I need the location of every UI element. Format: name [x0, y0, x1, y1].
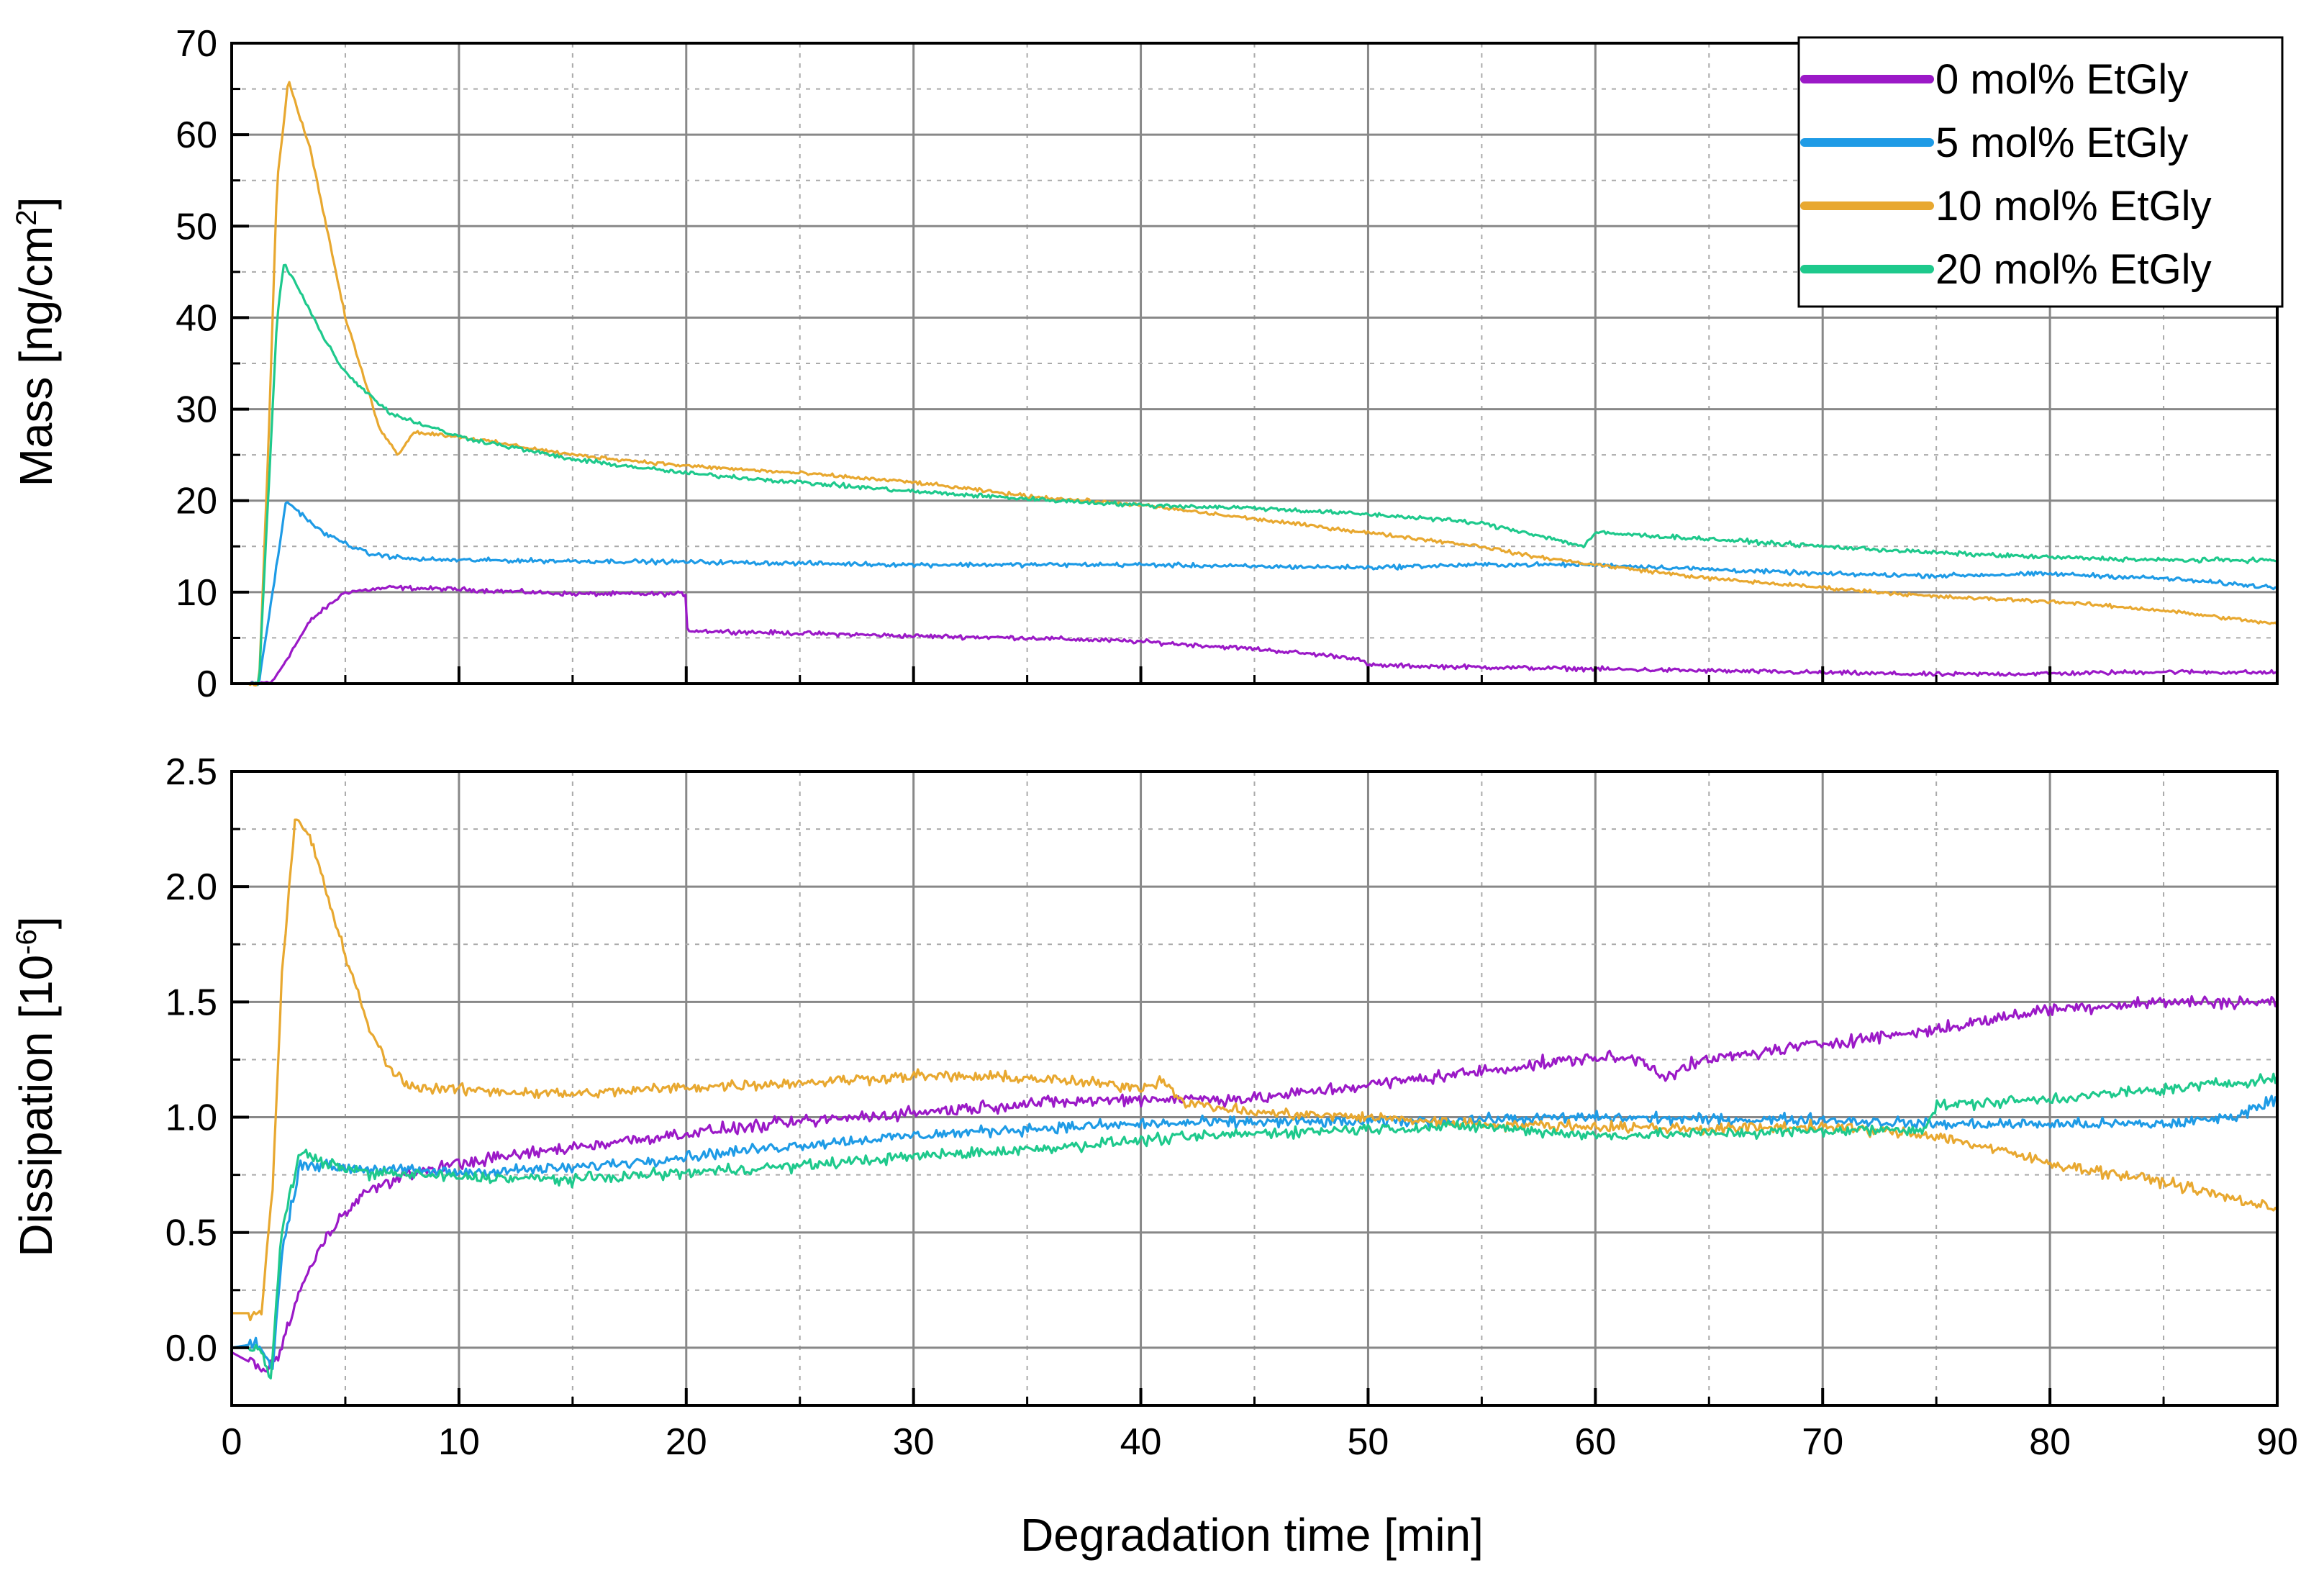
legend-label: 20 mol% EtGly: [1935, 246, 2212, 293]
y-tick-label: 2.0: [165, 866, 217, 908]
legend: 0 mol% EtGly 5 mol% EtGly 10 mol% EtGly …: [1797, 36, 2284, 308]
y-tick-label: 1.5: [165, 982, 217, 1023]
legend-label: 10 mol% EtGly: [1935, 183, 2212, 230]
series-line: [231, 1095, 2279, 1370]
dissipation-y-tick-labels: 0.0 0.5 1.0 1.5 2.0 2.5: [165, 751, 217, 1369]
y-tick-label: 40: [176, 297, 217, 339]
y-tick-label: 2.5: [165, 751, 217, 793]
x-tick-label: 30: [893, 1421, 935, 1463]
x-tick-label: 90: [2256, 1421, 2298, 1463]
series-line: [232, 1072, 2279, 1380]
legend-label: 0 mol% EtGly: [1935, 56, 2188, 103]
x-tick-label: 80: [2029, 1421, 2071, 1463]
y-tick-label: 20: [176, 481, 217, 522]
x-tick-label: 10: [438, 1421, 480, 1463]
series-line: [232, 263, 2278, 686]
x-tick-label: 20: [666, 1421, 707, 1463]
x-tick-label: 70: [1802, 1421, 1843, 1463]
series-line: [232, 81, 2279, 687]
series-line: [231, 994, 2279, 1373]
y-tick-label: 30: [176, 389, 217, 431]
x-tick-label: 40: [1120, 1421, 1162, 1463]
legend-item: 20 mol% EtGly: [1800, 246, 2212, 293]
y-tick-label: 0.5: [165, 1213, 217, 1254]
series-line: [232, 501, 2278, 686]
legend-label: 5 mol% EtGly: [1935, 119, 2188, 166]
mass-y-axis-title: Mass [ng/cm2]: [10, 197, 62, 487]
legend-item: 0 mol% EtGly: [1800, 56, 2188, 103]
dissipation-grid: [232, 771, 2277, 1405]
dissipation-y-axis-title: Dissipation [10-6]: [10, 916, 62, 1256]
x-tick-label: 60: [1574, 1421, 1616, 1463]
dissipation-ticks: [230, 770, 2279, 1407]
y-tick-label: 1.0: [165, 1097, 217, 1139]
mass-series-group: [232, 81, 2279, 687]
legend-item: 10 mol% EtGly: [1800, 183, 2212, 230]
mass-ticks: [230, 42, 2279, 685]
series-line: [232, 818, 2279, 1322]
x-tick-label: 0: [222, 1421, 242, 1463]
series-line: [232, 584, 2278, 685]
legend-item: 5 mol% EtGly: [1800, 119, 2188, 166]
dissipation-panel: 0.0 0.5 1.0 1.5 2.0 2.5 0 10 20 30 40 50 60 70 80 90 D…: [10, 751, 2298, 1561]
y-tick-label: 50: [176, 206, 217, 248]
y-tick-label: 60: [176, 114, 217, 156]
x-axis-title: Degradation time [min]: [1020, 1509, 1484, 1561]
dissipation-series-group: [231, 818, 2279, 1380]
y-tick-label: 0: [196, 663, 217, 705]
y-tick-label: 70: [176, 23, 217, 65]
y-tick-label: 0.0: [165, 1328, 217, 1369]
x-tick-label: 50: [1348, 1421, 1389, 1463]
x-tick-labels: 0 10 20 30 40 50 60 70 80 90: [222, 1421, 2298, 1463]
mass-y-tick-labels: 0 10 20 30 40 50 60 70: [176, 23, 217, 705]
y-tick-label: 10: [176, 572, 217, 614]
